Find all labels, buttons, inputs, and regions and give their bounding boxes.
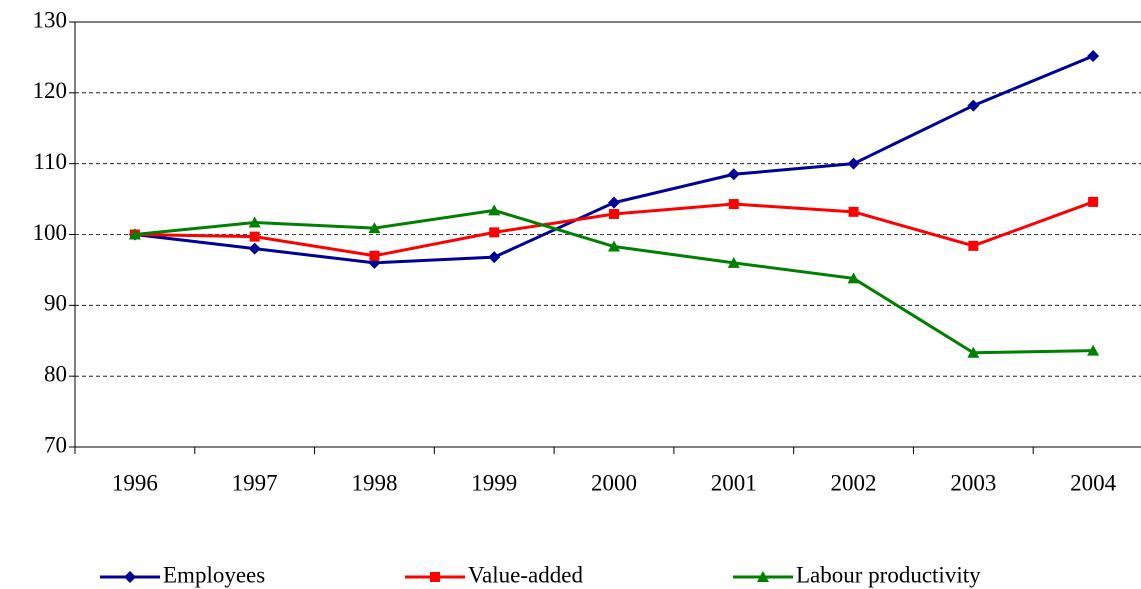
marker <box>248 242 261 255</box>
x-tick-label: 2004 <box>1070 470 1117 495</box>
x-tick-label: 2002 <box>831 470 877 495</box>
plot-frame <box>74 21 1141 448</box>
marker <box>430 572 440 582</box>
marker <box>728 199 739 210</box>
x-tick-label: 1999 <box>471 470 517 495</box>
marker <box>1087 50 1100 62</box>
marker <box>727 256 740 268</box>
y-tick-label: 90 <box>44 291 67 316</box>
marker <box>968 240 979 251</box>
series-line <box>134 208 1094 355</box>
x-tick-label: 2003 <box>950 470 996 495</box>
marker <box>967 346 980 358</box>
y-tick-label: 130 <box>33 7 68 32</box>
x-tick-label: 1997 <box>232 470 278 495</box>
legend-label: Employees <box>163 562 265 587</box>
marker <box>848 206 859 217</box>
marker <box>1088 196 1099 207</box>
marker <box>967 99 980 112</box>
marker <box>489 227 500 238</box>
marker <box>488 251 501 264</box>
x-tick-label: 2001 <box>711 470 757 495</box>
y-tick-label: 110 <box>33 149 67 174</box>
x-tick-label: 1996 <box>112 470 158 495</box>
marker <box>609 208 619 219</box>
y-tick-label: 70 <box>44 432 67 457</box>
marker <box>369 250 380 261</box>
marker <box>368 222 381 234</box>
marker <box>608 240 620 252</box>
marker <box>1087 344 1100 356</box>
marker <box>727 168 740 181</box>
marker <box>488 204 501 216</box>
series-line <box>134 54 1094 265</box>
y-tick-label: 80 <box>44 361 67 386</box>
marker <box>124 571 136 583</box>
legend-label: Value-added <box>468 562 583 587</box>
y-tick-label: 120 <box>33 78 68 103</box>
marker <box>128 228 141 240</box>
marker <box>847 272 860 284</box>
marker <box>248 216 261 228</box>
marker <box>608 196 620 209</box>
legend-label: Labour productivity <box>796 562 981 587</box>
x-tick-label: 1998 <box>351 470 397 495</box>
marker <box>847 157 860 170</box>
y-tick-label: 100 <box>33 220 68 245</box>
marker <box>249 231 260 242</box>
marker <box>757 571 769 582</box>
x-tick-label: 2000 <box>591 470 637 495</box>
